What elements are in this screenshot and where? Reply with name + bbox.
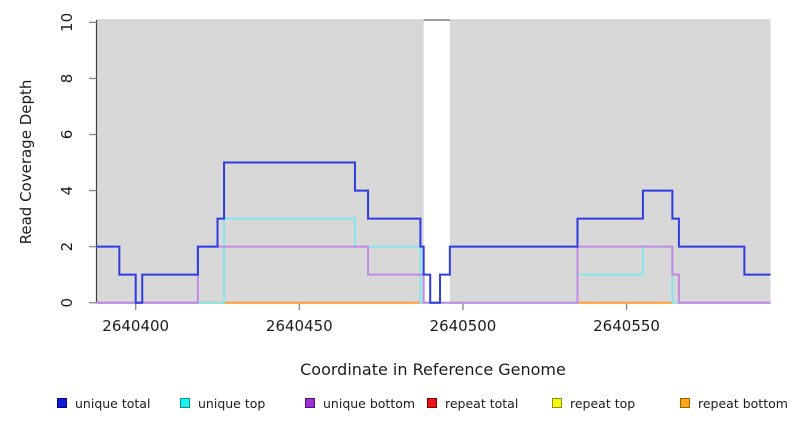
legend-item-repeat-top: repeat top	[552, 394, 635, 412]
legend-label: repeat total	[445, 395, 519, 411]
y-tick-label: 2	[58, 242, 76, 252]
x-tick-label: 2640550	[593, 317, 660, 335]
x-axis-title: Coordinate in Reference Genome	[300, 360, 566, 379]
legend-item-unique-total: unique total	[57, 394, 150, 412]
legend-item-repeat-bottom: repeat bottom	[680, 394, 788, 412]
legend-swatch-icon	[427, 398, 437, 408]
coverage-gap-band	[423, 20, 450, 303]
legend-label: unique total	[75, 395, 151, 411]
legend-label: repeat bottom	[698, 395, 788, 411]
legend-swatch-icon	[57, 398, 67, 408]
legend-swatch-icon	[680, 398, 690, 408]
y-tick-label: 4	[58, 186, 76, 196]
y-axis-title: Read Coverage Depth	[17, 80, 35, 245]
legend-swatch-icon	[552, 398, 562, 408]
y-tick-label: 10	[58, 13, 76, 32]
legend-item-repeat-total: repeat total	[427, 394, 518, 412]
series-line-unique-total	[96, 161, 771, 304]
x-tick-label: 2640450	[266, 317, 333, 335]
x-tick-label: 2640500	[430, 317, 497, 335]
y-tick-label: 0	[58, 298, 76, 308]
legend-label: unique bottom	[323, 395, 416, 411]
series-line-unique-bottom	[96, 245, 771, 304]
legend-item-unique-top: unique top	[180, 394, 265, 412]
y-tick-label: 6	[58, 130, 76, 140]
legend-item-unique-bottom: unique bottom	[305, 394, 415, 412]
legend-label: repeat top	[570, 395, 636, 411]
legend-swatch-icon	[305, 398, 315, 408]
y-tick-label: 8	[58, 74, 76, 84]
legend-label: unique top	[198, 395, 266, 411]
legend-swatch-icon	[180, 398, 190, 408]
x-tick-label: 2640400	[102, 317, 169, 335]
